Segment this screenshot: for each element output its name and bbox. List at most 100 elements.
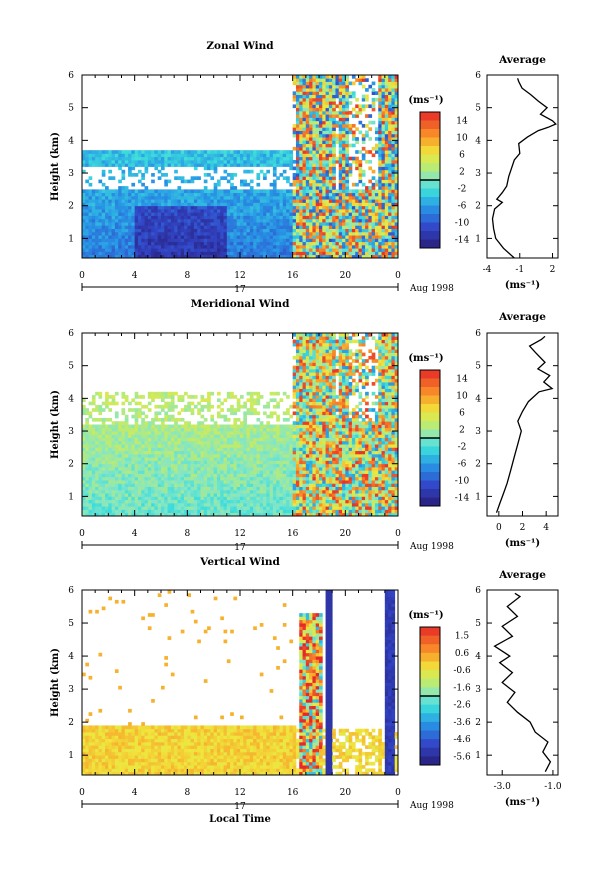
heatmap-cell: [384, 218, 389, 223]
heatmap-cell: [174, 483, 178, 487]
heatmap-cell: [272, 254, 277, 259]
heatmap-cell: [272, 238, 277, 243]
heatmap-cell: [230, 163, 234, 167]
heatmap-cell: [223, 218, 228, 223]
heatmap-cell: [328, 110, 333, 115]
heatmap-cell: [121, 401, 126, 406]
heatmap-cell: [388, 231, 392, 236]
heatmap-cell: [276, 251, 280, 256]
heatmap-cell: [361, 97, 366, 102]
heatmap-cell: [332, 248, 336, 252]
heatmap-cell: [193, 231, 198, 236]
heatmap-cell: [121, 440, 126, 445]
heatmap-cell: [394, 143, 399, 148]
heatmap-cell: [170, 476, 175, 481]
heatmap-cell: [157, 251, 162, 256]
heatmap-cell: [322, 186, 326, 190]
heatmap-cell: [154, 199, 159, 203]
heatmap-cell: [184, 225, 188, 229]
heatmap-cell: [88, 401, 93, 406]
heatmap-cell: [128, 205, 132, 210]
heatmap-cell: [299, 254, 303, 259]
heatmap-cell: [118, 208, 122, 213]
heatmap-cell: [263, 159, 267, 164]
heatmap-cell: [167, 476, 172, 481]
heatmap-cell: [98, 470, 103, 474]
heatmap-cell: [213, 453, 218, 458]
heatmap-cell: [309, 208, 313, 213]
heatmap-cell: [305, 238, 310, 243]
heatmap-cell: [207, 463, 211, 468]
heatmap-cell: [151, 189, 155, 194]
heatmap-cell: [164, 417, 168, 422]
heatmap-cell: [305, 130, 310, 135]
heatmap-cell: [223, 156, 228, 161]
heatmap-cell: [391, 104, 396, 109]
heatmap-cell: [322, 195, 326, 200]
heatmap-cell: [226, 499, 231, 504]
heatmap-cell: [230, 453, 234, 458]
heatmap-cell: [213, 225, 218, 229]
heatmap-cell: [384, 81, 389, 86]
heatmap-cell: [161, 173, 165, 177]
heatmap-cell: [124, 208, 129, 213]
heatmap-cell: [388, 120, 392, 125]
heatmap-cell: [269, 153, 274, 158]
heatmap-cell: [164, 205, 168, 210]
heatmap-cell: [240, 241, 244, 246]
heatmap-cell: [131, 476, 136, 481]
heatmap-cell: [197, 244, 201, 249]
heatmap-cell: [302, 97, 307, 102]
heatmap-cell: [118, 499, 122, 504]
heatmap-cell: [351, 218, 356, 223]
heatmap-cell: [111, 251, 116, 256]
heatmap-cell: [164, 427, 168, 432]
heatmap-cell: [118, 466, 122, 471]
heatmap-cell: [98, 493, 103, 497]
heatmap-cell: [88, 486, 93, 491]
heatmap-cell: [286, 176, 290, 180]
heatmap-cell: [131, 431, 136, 435]
heatmap-cell: [365, 212, 369, 216]
heatmap-cell: [197, 444, 201, 448]
heatmap-cell: [328, 88, 333, 92]
heatmap-cell: [164, 150, 168, 154]
heatmap-cell: [134, 440, 139, 445]
heatmap-cell: [394, 110, 399, 115]
heatmap-cell: [319, 156, 323, 161]
heatmap-cell: [91, 159, 96, 164]
heatmap-cell: [220, 228, 224, 233]
average-y-tick-label: 1: [475, 234, 481, 244]
heatmap-cell: [101, 169, 106, 174]
heatmap-cell: [348, 189, 353, 194]
heatmap-cell: [121, 512, 126, 517]
heatmap-cell: [141, 248, 145, 252]
heatmap-cell: [315, 222, 320, 226]
heatmap-cell: [220, 444, 224, 448]
heatmap-cell: [371, 189, 376, 194]
heatmap-cell: [101, 199, 106, 203]
heatmap-cell: [108, 447, 113, 452]
heatmap-cell: [253, 235, 257, 239]
heatmap-cell: [114, 153, 119, 158]
heatmap-cell: [325, 212, 330, 216]
heatmap-cell: [348, 156, 353, 161]
heatmap-cell: [348, 143, 353, 148]
heatmap-cell: [82, 205, 86, 210]
heatmap-cell: [302, 202, 307, 207]
heatmap-cell: [111, 453, 116, 458]
heatmap-cell: [114, 470, 119, 474]
heatmap-cell: [246, 159, 251, 164]
heatmap-cell: [243, 195, 247, 200]
heatmap-cell: [101, 218, 106, 223]
heatmap-cell: [322, 150, 326, 154]
heatmap-cell: [223, 470, 228, 474]
heatmap-cell: [345, 159, 350, 164]
heatmap-cell: [309, 192, 313, 197]
heatmap-cell: [223, 228, 228, 233]
heatmap-cell: [253, 156, 257, 161]
heatmap-cell: [98, 215, 103, 220]
heatmap-cell: [394, 91, 399, 96]
heatmap-cell: [207, 440, 211, 445]
colorbar-swatch: [420, 163, 440, 172]
